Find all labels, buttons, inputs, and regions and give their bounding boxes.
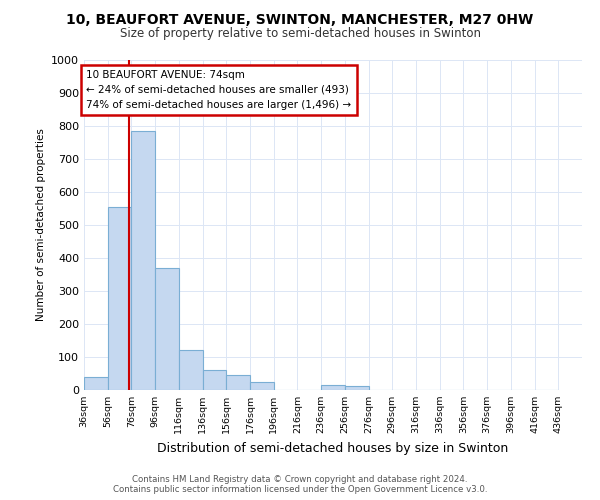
Bar: [321, 385, 345, 390]
Bar: [131, 131, 155, 390]
Bar: [250, 382, 274, 390]
Y-axis label: Number of semi-detached properties: Number of semi-detached properties: [35, 128, 46, 322]
Bar: [203, 370, 226, 390]
Bar: [179, 350, 203, 390]
Bar: [155, 268, 179, 390]
Text: Contains HM Land Registry data © Crown copyright and database right 2024.
Contai: Contains HM Land Registry data © Crown c…: [113, 474, 487, 494]
Text: 10 BEAUFORT AVENUE: 74sqm
← 24% of semi-detached houses are smaller (493)
74% of: 10 BEAUFORT AVENUE: 74sqm ← 24% of semi-…: [86, 70, 352, 110]
Text: Size of property relative to semi-detached houses in Swinton: Size of property relative to semi-detach…: [119, 28, 481, 40]
Bar: [345, 386, 368, 390]
X-axis label: Distribution of semi-detached houses by size in Swinton: Distribution of semi-detached houses by …: [157, 442, 509, 454]
Text: 10, BEAUFORT AVENUE, SWINTON, MANCHESTER, M27 0HW: 10, BEAUFORT AVENUE, SWINTON, MANCHESTER…: [67, 12, 533, 26]
Bar: [226, 375, 250, 390]
Bar: [84, 377, 108, 390]
Bar: [108, 207, 131, 390]
